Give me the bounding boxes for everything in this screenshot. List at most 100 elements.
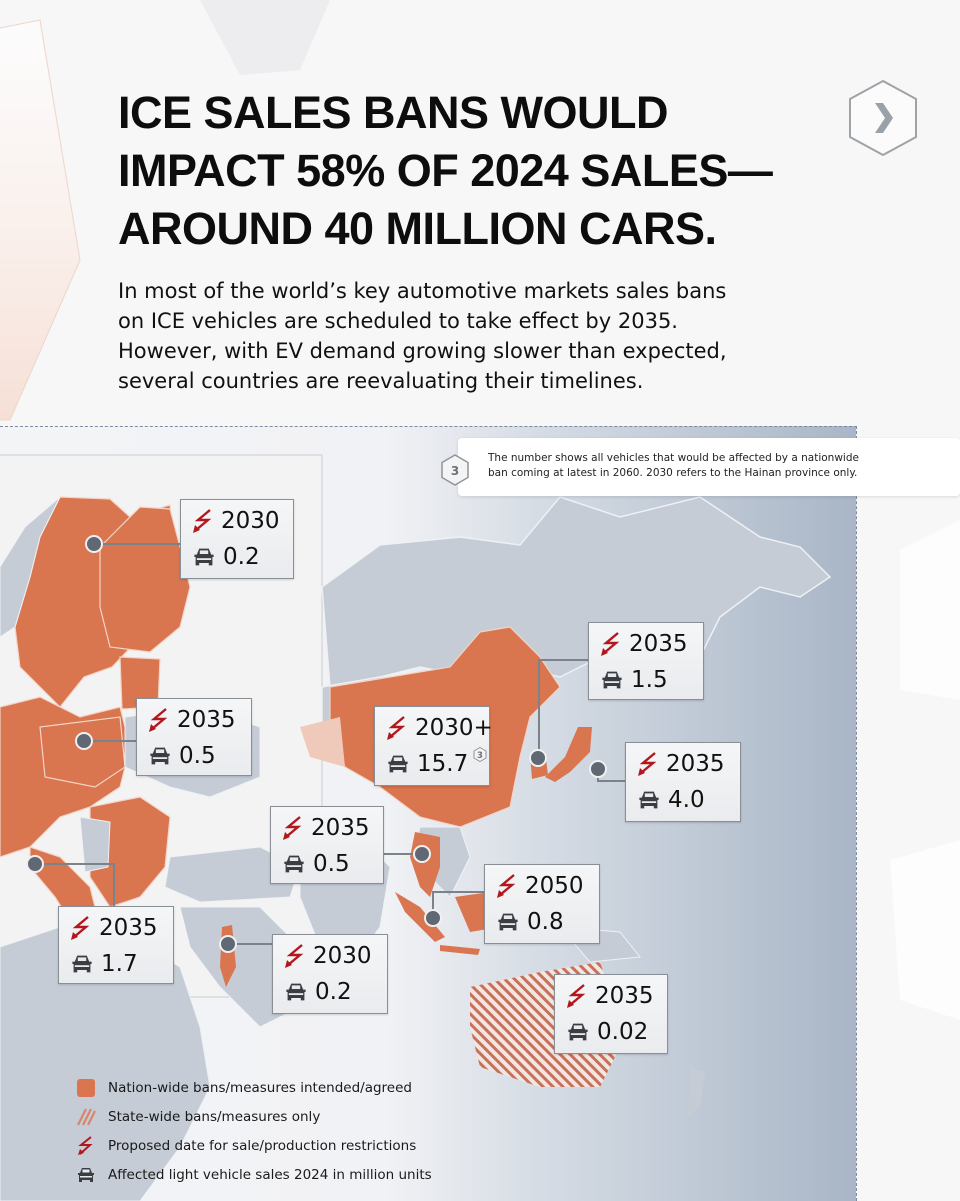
callout-sales-row: 1.5 [599, 665, 668, 695]
location-marker [424, 909, 442, 927]
callout-year-row: 2035 [565, 981, 654, 1011]
java [440, 945, 480, 955]
callout-year: 2030+ [415, 715, 493, 741]
footnote-ref-icon: 3 [473, 747, 487, 762]
leader-line [34, 863, 114, 865]
car-icon [194, 548, 214, 566]
leader-line [90, 740, 138, 742]
callout-box: 2035 1.7 [58, 906, 174, 984]
lightning-arrow-icon [497, 874, 516, 898]
new-zealand [688, 1067, 705, 1117]
legend-label: Nation-wide bans/measures intended/agree… [108, 1080, 412, 1096]
subtitle-line: However, with EV demand growing slower t… [118, 339, 727, 363]
footnote-box: 3 The number shows all vehicles that wou… [441, 438, 960, 496]
china-west-faded [300, 717, 345, 767]
legend-label: State-wide bans/measures only [108, 1109, 321, 1125]
car-icon [639, 791, 659, 809]
lightning-arrow-icon [71, 916, 90, 940]
next-slide-button[interactable] [846, 78, 920, 158]
callout-sales: 15.7 [417, 751, 469, 777]
callout-sales-row: 0.02 [565, 1017, 648, 1047]
footnote-line: The number shows all vehicles that would… [488, 452, 859, 464]
statewide-hatch-icon [77, 1108, 96, 1126]
callout-year-row: 2035 [69, 913, 158, 943]
callout-year: 2035 [595, 983, 654, 1009]
callout-year-row: 2035 [599, 629, 688, 659]
middle-east [179, 906, 301, 1028]
callout-sales-row: 0.2 [283, 977, 352, 1007]
callout-sales-row: 4.0 [636, 785, 705, 815]
legend-item: Nation-wide bans/measures intended/agree… [76, 1076, 412, 1100]
legend-item: Affected light vehicle sales 2024 in mil… [76, 1163, 432, 1187]
poland [39, 716, 126, 788]
legend-item: Proposed date for sale/production restri… [76, 1134, 416, 1158]
callout-sales: 1.5 [631, 667, 668, 693]
leader-line [232, 943, 274, 945]
car-icon [568, 1023, 588, 1041]
callout-year-row: 2050 [495, 871, 584, 901]
leader-line [100, 543, 182, 545]
subtitle-line: In most of the world’s key automotive ma… [118, 279, 727, 303]
location-marker [219, 935, 237, 953]
lightning-arrow-icon [193, 509, 212, 533]
callout-year-row: 2035 [636, 749, 725, 779]
legend-item: State-wide bans/measures only [76, 1105, 320, 1129]
callout-year-row: 2035 [147, 705, 236, 735]
location-marker [589, 760, 607, 778]
callout-sales-row: 15.7 [385, 749, 468, 779]
leader-line [432, 891, 434, 913]
callout-sales: 4.0 [668, 787, 705, 813]
callout-box: 2035 0.02 [554, 974, 668, 1054]
leader-line [597, 780, 625, 782]
callout-sales-row: 0.8 [495, 907, 564, 937]
footnote-badge-number: 3 [451, 464, 459, 478]
car-icon [286, 983, 306, 1001]
footnote-text: The number shows all vehicles that would… [488, 451, 958, 481]
callout-sales: 0.2 [223, 544, 260, 570]
callout-year: 2035 [311, 815, 370, 841]
callout-box: 2050 0.8 [484, 864, 600, 944]
title-line: ICE SALES BANS WOULD [118, 87, 669, 138]
callout-year-row: 2035 [281, 813, 370, 843]
callout-sales: 1.7 [101, 951, 138, 977]
car-icon [150, 747, 170, 765]
callout-sales-row: 0.2 [191, 542, 260, 572]
leader-line [538, 659, 540, 757]
callout-box: 2030+ 15.7 3 [374, 706, 493, 786]
leader-line [432, 891, 484, 893]
serbia-grey [79, 816, 111, 873]
chevron-right-icon [849, 79, 917, 157]
callout-sales: 0.5 [313, 851, 350, 877]
norway-coast [0, 496, 61, 638]
callout-year: 2030 [313, 943, 372, 969]
title-line: IMPACT 58% OF 2024 SALES— [118, 145, 773, 196]
turkey [164, 846, 301, 903]
footnote-ref-number: 3 [477, 751, 483, 761]
callout-sales-row: 0.5 [147, 741, 216, 771]
callout-year: 2030 [221, 508, 280, 534]
callout-year-row: 2030+ [385, 713, 493, 743]
callout-sales: 0.5 [179, 743, 216, 769]
location-marker [75, 732, 93, 750]
car-icon [388, 755, 408, 773]
lightning-arrow-icon [638, 752, 657, 776]
callout-box: 2035 0.5 [136, 698, 252, 776]
callout-year: 2050 [525, 873, 584, 899]
car-icon [498, 913, 518, 931]
callout-sales: 0.02 [597, 1019, 649, 1045]
car-icon [72, 955, 92, 973]
location-marker [529, 749, 547, 767]
legend-label: Proposed date for sale/production restri… [108, 1138, 417, 1154]
callout-sales: 0.2 [315, 979, 352, 1005]
page-title: ICE SALES BANS WOULD IMPACT 58% OF 2024 … [118, 84, 818, 258]
leader-line [538, 659, 588, 661]
lightning-arrow-icon [567, 984, 586, 1008]
lightning-arrow-icon [285, 944, 304, 968]
lightning-arrow-icon [149, 708, 168, 732]
title-line: AROUND 40 MILLION CARS. [118, 203, 717, 254]
footnote-line: ban coming at latest in 2060. 2030 refer… [488, 467, 858, 479]
car-icon [284, 855, 304, 873]
location-marker [413, 845, 431, 863]
location-marker [26, 855, 44, 873]
